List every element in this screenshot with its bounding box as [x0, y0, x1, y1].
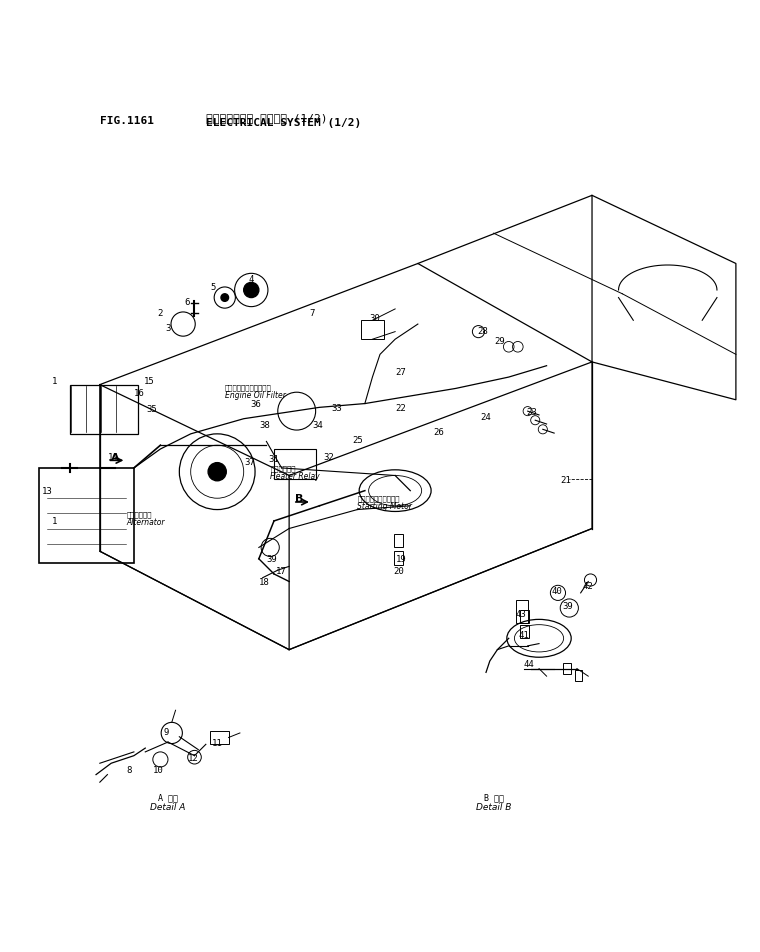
Text: 30: 30	[369, 314, 380, 323]
Text: 23: 23	[526, 407, 537, 416]
Text: 24: 24	[480, 412, 492, 422]
Text: 40: 40	[551, 586, 562, 595]
Text: B: B	[295, 494, 303, 504]
Text: Detail B: Detail B	[476, 802, 511, 811]
Bar	[575, 670, 582, 682]
Text: 20: 20	[394, 566, 404, 575]
Text: 33: 33	[331, 404, 342, 412]
Text: 39: 39	[266, 555, 277, 564]
Text: 19: 19	[396, 555, 407, 564]
Text: 12: 12	[188, 753, 198, 762]
Bar	[274, 449, 315, 480]
Bar	[210, 731, 229, 744]
Text: 10: 10	[153, 765, 163, 774]
Bar	[520, 610, 529, 624]
Text: 15: 15	[144, 377, 154, 386]
Text: スターティングモータ: スターティングモータ	[357, 495, 400, 502]
Text: 38: 38	[259, 420, 271, 429]
Text: 17: 17	[276, 566, 287, 575]
Text: B 詳細: B 詳細	[483, 793, 504, 802]
Bar	[516, 601, 528, 624]
Circle shape	[221, 294, 229, 302]
Text: 27: 27	[395, 367, 406, 376]
Text: 2: 2	[158, 308, 163, 318]
Text: 14: 14	[108, 452, 119, 462]
Text: 6: 6	[184, 298, 189, 307]
Text: 42: 42	[583, 581, 594, 590]
Bar	[394, 534, 403, 547]
Text: 31: 31	[268, 455, 280, 464]
Text: 36: 36	[251, 400, 261, 408]
Text: エレクトリカル システム (1/2): エレクトリカル システム (1/2)	[206, 112, 328, 123]
Text: A 詳細: A 詳細	[158, 793, 178, 802]
Text: ヒータリレー: ヒータリレー	[271, 465, 296, 471]
Text: エンジンオイルフィルタ: エンジンオイルフィルタ	[225, 384, 271, 390]
Bar	[394, 551, 403, 565]
Text: Detail A: Detail A	[150, 802, 185, 811]
Text: Engine Oil Filter: Engine Oil Filter	[225, 390, 286, 399]
Bar	[361, 321, 384, 340]
Text: 28: 28	[477, 327, 488, 335]
Text: 11: 11	[212, 738, 223, 746]
Text: オルタネータ: オルタネータ	[126, 511, 152, 518]
Text: 5: 5	[211, 283, 216, 291]
Text: 22: 22	[395, 404, 406, 412]
Text: 35: 35	[146, 405, 157, 414]
Text: 37: 37	[245, 458, 255, 466]
Text: A: A	[111, 452, 120, 462]
Text: ELECTRICAL SYSTEM (1/2): ELECTRICAL SYSTEM (1/2)	[206, 118, 361, 128]
Text: 39: 39	[562, 602, 573, 610]
Text: 18: 18	[258, 578, 270, 586]
Text: 1: 1	[52, 517, 57, 526]
Text: 25: 25	[352, 435, 363, 445]
Text: 26: 26	[433, 427, 444, 437]
Circle shape	[208, 463, 226, 482]
Text: 8: 8	[126, 765, 131, 774]
Text: 1: 1	[52, 377, 57, 386]
Text: Alternator: Alternator	[126, 518, 165, 526]
Text: 41: 41	[518, 630, 529, 640]
Bar	[520, 625, 529, 639]
Bar	[69, 386, 138, 434]
Bar	[563, 663, 571, 674]
Text: 32: 32	[323, 452, 334, 462]
Text: Heater Relay: Heater Relay	[271, 471, 320, 480]
Text: 7: 7	[309, 308, 315, 318]
Bar	[40, 468, 134, 563]
Circle shape	[244, 283, 259, 298]
Text: 21: 21	[560, 475, 571, 485]
Text: 16: 16	[134, 388, 144, 397]
Text: 4: 4	[249, 275, 254, 284]
Text: FIG.1161: FIG.1161	[100, 116, 154, 127]
Text: 3: 3	[165, 324, 171, 333]
Text: 9: 9	[163, 727, 169, 736]
Text: 34: 34	[312, 420, 323, 429]
Text: 43: 43	[515, 609, 526, 618]
Text: Starting Motor: Starting Motor	[357, 502, 412, 510]
Text: 44: 44	[524, 659, 534, 668]
Text: 29: 29	[494, 337, 505, 346]
Text: 13: 13	[42, 486, 52, 496]
